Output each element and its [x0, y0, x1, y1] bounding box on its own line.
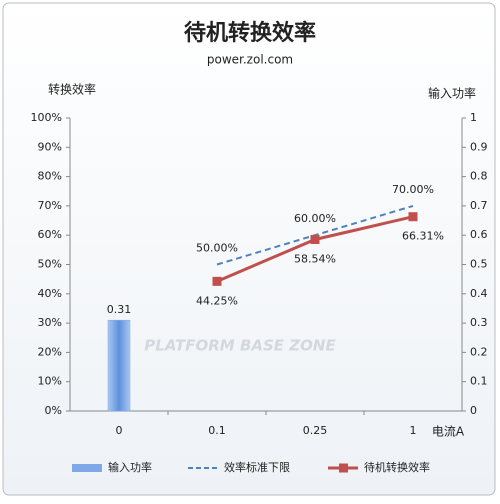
- y-tick-label: 70%: [38, 199, 62, 212]
- value-label: 50.00%: [196, 242, 238, 255]
- y2-tick-label: 0.5: [470, 258, 488, 271]
- legend-label: 输入功率: [108, 460, 152, 474]
- value-label: 60.00%: [294, 212, 336, 225]
- value-label: 44.25%: [196, 294, 238, 307]
- line-marker: [408, 212, 418, 222]
- y-tick-label: 20%: [38, 345, 62, 358]
- y2-tick-label: 0.8: [470, 170, 488, 183]
- x-tick-label: 1: [410, 424, 417, 437]
- y2-tick-label: 0.2: [470, 345, 488, 358]
- y-tick-label: 40%: [38, 287, 62, 300]
- y2-tick-label: 0.1: [470, 375, 488, 388]
- y2-tick-label: 0.7: [470, 199, 488, 212]
- y2-tick-label: 0.9: [470, 140, 488, 153]
- y2-tick-label: 1: [470, 111, 477, 124]
- y-tick-label: 100%: [31, 111, 62, 124]
- y-tick-label: 90%: [38, 140, 62, 153]
- chart-frame: [2, 2, 496, 496]
- x-tick-label: 0.1: [208, 424, 226, 437]
- line-marker: [310, 234, 320, 244]
- y-axis-label: 转换效率: [48, 82, 96, 97]
- y2-tick-label: 0: [470, 404, 477, 417]
- y-tick-label: 50%: [38, 258, 62, 271]
- chart-title: 待机转换效率: [184, 20, 316, 46]
- value-label: 70.00%: [392, 183, 434, 196]
- y-tick-label: 60%: [38, 228, 62, 241]
- legend-label: 效率标准下限: [224, 460, 290, 474]
- y-tick-label: 10%: [38, 375, 62, 388]
- y-tick-label: 0%: [45, 404, 62, 417]
- y2-tick-label: 0.3: [470, 316, 488, 329]
- chart-subtitle: power.zol.com: [207, 53, 293, 67]
- legend-label: 待机转换效率: [364, 460, 430, 474]
- x-axis-label: 电流A: [432, 425, 465, 439]
- line-marker: [212, 276, 222, 286]
- value-label: 66.31%: [402, 230, 444, 243]
- x-tick-label: 0: [116, 424, 123, 437]
- y2-axis-label: 输入功率: [428, 86, 476, 101]
- watermark: PLATFORM BASE ZONE: [144, 337, 336, 355]
- y-tick-label: 80%: [38, 170, 62, 183]
- bar: [107, 319, 131, 412]
- legend-swatch: [72, 464, 102, 472]
- y2-tick-label: 0.6: [470, 228, 488, 241]
- value-label: 58.54%: [294, 252, 336, 265]
- y2-tick-label: 0.4: [470, 287, 488, 300]
- x-tick-label: 0.25: [303, 424, 328, 437]
- legend-marker: [339, 463, 348, 473]
- y-tick-label: 30%: [38, 316, 62, 329]
- bar-value-label: 0.31: [107, 303, 132, 316]
